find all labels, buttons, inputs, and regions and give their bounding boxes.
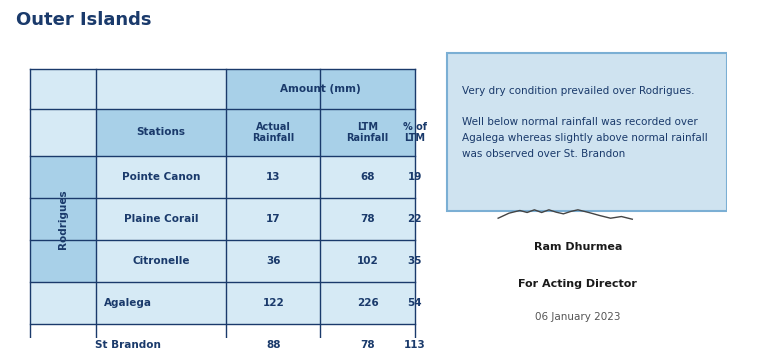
Text: 36: 36 [266, 256, 281, 266]
Text: Very dry condition prevailed over Rodrigues.

Well below normal rainfall was rec: Very dry condition prevailed over Rodrig… [462, 86, 707, 159]
Text: For Acting Director: For Acting Director [518, 279, 638, 289]
Text: 102: 102 [357, 256, 379, 266]
Text: Citronelle: Citronelle [132, 256, 190, 266]
Text: Pointe Canon: Pointe Canon [121, 172, 200, 182]
Text: Plaine Corail: Plaine Corail [124, 214, 198, 224]
Text: Agalega: Agalega [104, 298, 153, 308]
Text: % of
LTM: % of LTM [403, 122, 427, 143]
FancyBboxPatch shape [447, 54, 726, 211]
Bar [30, 198, 96, 240]
Text: 35: 35 [408, 256, 422, 266]
Text: 113: 113 [404, 340, 426, 350]
Text: 78: 78 [361, 340, 375, 350]
Text: Outer Islands: Outer Islands [16, 12, 151, 29]
Text: 122: 122 [263, 298, 284, 308]
Text: St Brandon: St Brandon [96, 340, 161, 350]
Text: 19: 19 [408, 172, 422, 182]
Text: LTM
Rainfall: LTM Rainfall [346, 122, 389, 143]
Text: Stations: Stations [137, 127, 185, 138]
Text: Actual
Rainfall: Actual Rainfall [252, 122, 294, 143]
Text: Ram Dhurmea: Ram Dhurmea [534, 242, 622, 252]
Text: Rodrigues: Rodrigues [58, 189, 68, 249]
Text: 78: 78 [361, 214, 375, 224]
Text: 226: 226 [357, 298, 379, 308]
Text: 17: 17 [266, 214, 281, 224]
Text: 88: 88 [266, 340, 281, 350]
Bar [30, 109, 96, 156]
Text: 68: 68 [361, 172, 375, 182]
Text: 54: 54 [408, 298, 422, 308]
Text: 22: 22 [408, 214, 422, 224]
Bar [30, 240, 96, 282]
Text: Amount (mm): Amount (mm) [280, 84, 361, 94]
Bar [30, 156, 96, 198]
Text: 06 January 2023: 06 January 2023 [535, 313, 621, 322]
Text: 13: 13 [266, 172, 281, 182]
